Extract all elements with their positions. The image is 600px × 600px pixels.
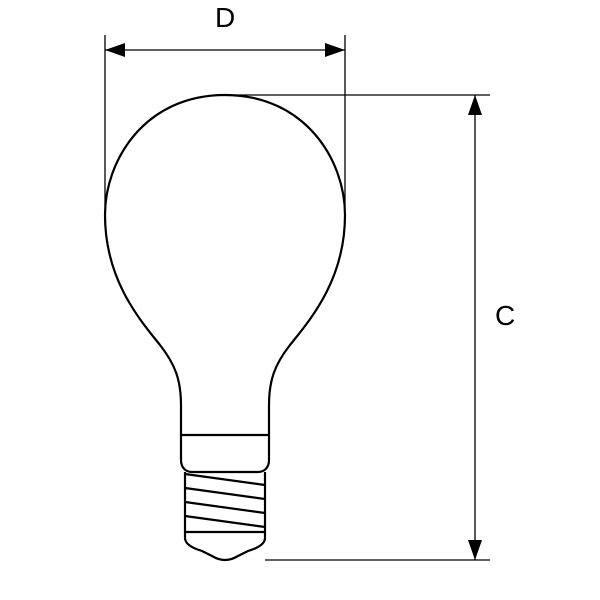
dimension-label-c: C	[495, 300, 515, 332]
bulb-outline	[105, 95, 345, 560]
dimension-c	[468, 95, 482, 560]
dimension-d	[105, 43, 345, 57]
dimension-label-d: D	[215, 2, 235, 34]
extension-lines	[105, 35, 490, 560]
diagram-container: D C	[0, 0, 600, 600]
